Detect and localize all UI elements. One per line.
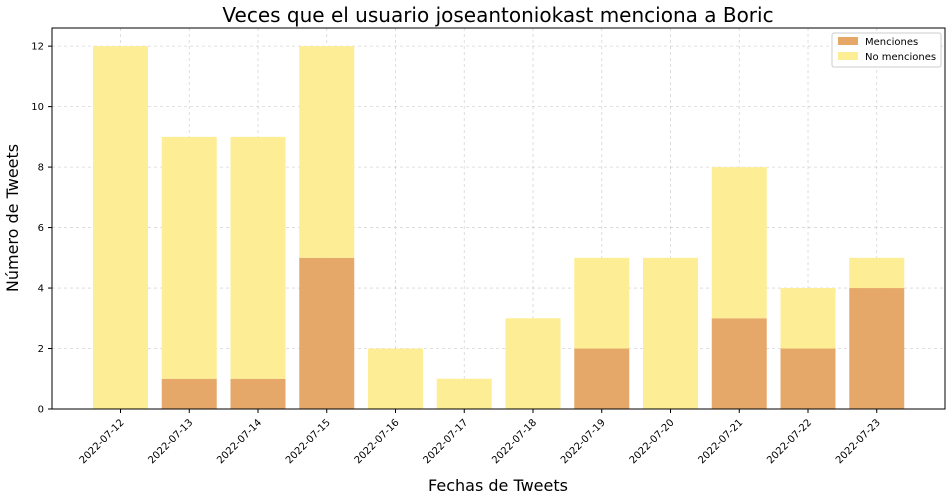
- legend-swatch-menciones: [838, 37, 858, 45]
- bar-no-menciones: [849, 257, 905, 289]
- y-tick-label: 8: [38, 163, 44, 174]
- y-axis-label: Número de Tweets: [3, 144, 22, 292]
- x-tick-label: 2022-07-17: [421, 417, 470, 466]
- bar-no-menciones: [161, 136, 217, 379]
- bar-no-menciones: [436, 378, 492, 409]
- x-tick-label: 2022-07-23: [834, 417, 883, 466]
- bar-menciones: [780, 348, 836, 409]
- bar-no-menciones: [368, 348, 423, 409]
- bar-menciones: [230, 378, 286, 409]
- x-tick-label: 2022-07-15: [284, 417, 333, 466]
- bar-no-menciones: [230, 136, 286, 379]
- bar-menciones: [849, 288, 905, 409]
- x-tick-label: 2022-07-16: [353, 417, 402, 466]
- bar-no-menciones: [574, 257, 630, 349]
- y-tick-label: 12: [31, 42, 44, 53]
- x-axis: 2022-07-12 2022-07-13 2022-07-14 2022-07-15…: [78, 409, 883, 466]
- bar-no-menciones: [299, 46, 355, 258]
- bar-menciones: [711, 318, 767, 409]
- bar-menciones: [161, 378, 217, 409]
- legend: Menciones No menciones: [831, 32, 942, 68]
- x-tick-label: 2022-07-18: [490, 417, 539, 466]
- y-tick-label: 2: [38, 344, 44, 355]
- legend-label-no-menciones: No menciones: [865, 52, 936, 63]
- chart-title: Veces que el usuario joseantoniokast men…: [222, 3, 773, 27]
- bar-menciones: [574, 348, 630, 409]
- plot-frame: [51, 27, 946, 410]
- x-tick-label: 2022-07-19: [559, 417, 608, 466]
- x-tick-label: 2022-07-21: [696, 417, 745, 466]
- x-tick-label: 2022-07-20: [628, 417, 677, 466]
- legend-box: [831, 32, 942, 68]
- x-axis-label: Fechas de Tweets: [428, 476, 568, 495]
- bar-no-menciones: [780, 288, 836, 349]
- x-tick-label: 2022-07-14: [215, 417, 264, 466]
- bar-no-menciones: [711, 167, 767, 319]
- y-tick-label: 10: [31, 102, 44, 113]
- bar-no-menciones: [505, 318, 561, 409]
- y-tick-label: 0: [38, 405, 44, 416]
- y-tick-label: 4: [38, 284, 44, 295]
- y-tick-label: 6: [38, 223, 44, 234]
- legend-label-menciones: Menciones: [865, 37, 918, 48]
- legend-swatch-no-menciones: [838, 52, 858, 60]
- bar-no-menciones: [643, 257, 698, 409]
- bar-menciones: [299, 257, 355, 409]
- x-tick-label: 2022-07-22: [765, 417, 814, 466]
- bars: [93, 46, 905, 410]
- x-tick-label: 2022-07-12: [78, 417, 127, 466]
- y-axis: 0 2 4 6 8 10 12: [31, 42, 52, 416]
- bar-no-menciones: [93, 46, 148, 410]
- x-tick-label: 2022-07-13: [146, 417, 195, 466]
